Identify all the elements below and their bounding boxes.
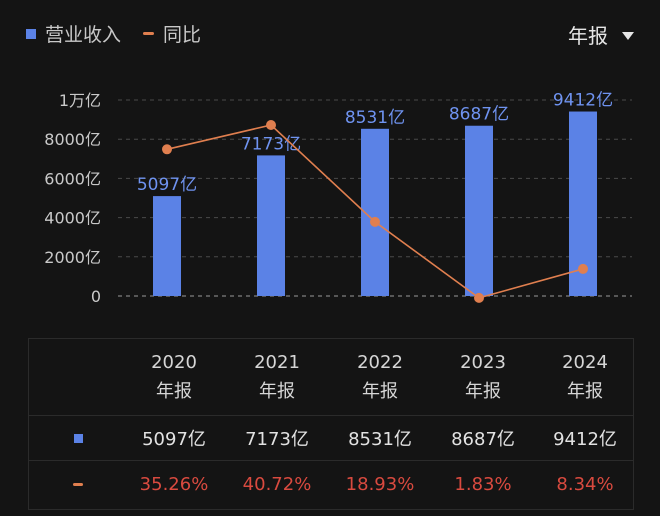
yoy-cell: 40.72% <box>242 473 312 495</box>
revenue-bar <box>257 155 285 296</box>
header-year: 2023 <box>460 352 506 373</box>
table-row-yoy: 35.26% 40.72% 18.93% 1.83% 8.34% <box>29 461 633 507</box>
revenue-indicator-icon <box>73 433 83 443</box>
revenue-bar <box>465 125 493 296</box>
y-tick-label: 1万亿 <box>59 91 101 110</box>
data-table: 2020 年报 2021 年报 2022 年报 2023 年报 2024 年报 5097亿… <box>28 338 634 510</box>
y-tick-label: 6000亿 <box>44 169 101 188</box>
period-selector-label: 年报 <box>568 24 608 48</box>
table-header-cell: 2024 年报 <box>533 339 637 415</box>
y-tick-label: 8000亿 <box>44 130 101 149</box>
legend-item-yoy[interactable]: 同比 <box>143 20 201 47</box>
yoy-row-indicator <box>29 461 127 507</box>
chart-legend: 营业收入 同比 <box>26 20 201 47</box>
revenue-cell: 8531亿 <box>348 429 412 450</box>
caret-down-icon <box>622 31 634 40</box>
yoy-swatch-icon <box>143 32 155 35</box>
bar-value-label: 5097亿 <box>137 175 197 195</box>
header-year: 2022 <box>357 352 403 373</box>
revenue-bar <box>153 196 181 296</box>
yoy-indicator-icon <box>73 482 83 486</box>
table-header-row: 2020 年报 2021 年报 2022 年报 2023 年报 2024 年报 <box>29 339 633 416</box>
yoy-point <box>578 263 588 274</box>
y-tick-label: 0 <box>91 287 101 306</box>
yoy-cell: 18.93% <box>345 473 415 495</box>
legend-revenue-label: 营业收入 <box>45 24 122 46</box>
table-header-cell: 2022 年报 <box>328 339 432 415</box>
header-kind: 年报 <box>362 381 398 402</box>
header-kind: 年报 <box>567 381 603 402</box>
legend-item-revenue[interactable]: 营业收入 <box>26 20 121 47</box>
header-kind: 年报 <box>259 381 295 402</box>
revenue-cell: 8687亿 <box>451 429 515 450</box>
revenue-cell: 5097亿 <box>142 429 206 450</box>
table-header-cell: 2021 年报 <box>225 339 329 415</box>
yoy-point <box>370 216 380 227</box>
header-kind: 年报 <box>156 381 192 402</box>
table-header-cell: 2023 年报 <box>431 339 535 415</box>
header-year: 2021 <box>254 352 300 373</box>
revenue-cell: 7173亿 <box>245 429 309 450</box>
bar-value-label: 8531亿 <box>345 108 405 128</box>
table-row-revenue: 5097亿 7173亿 8531亿 8687亿 9412亿 <box>29 416 633 461</box>
yoy-point <box>266 120 276 131</box>
table-corner-cell <box>29 339 127 415</box>
header-year: 2020 <box>151 352 197 373</box>
yoy-point <box>474 292 484 303</box>
header-year: 2024 <box>562 352 608 373</box>
revenue-swatch-icon <box>26 28 36 39</box>
header-kind: 年报 <box>465 381 501 402</box>
y-tick-label: 2000亿 <box>44 248 101 267</box>
table-header-cell: 2020 年报 <box>122 339 226 415</box>
bar-value-label: 8687亿 <box>449 105 509 125</box>
yoy-cell: 8.34% <box>556 473 614 495</box>
revenue-cell: 9412亿 <box>553 429 617 450</box>
yoy-cell: 35.26% <box>139 473 209 495</box>
legend-yoy-label: 同比 <box>163 24 202 46</box>
yoy-point <box>162 144 172 155</box>
period-selector[interactable]: 年报 <box>568 20 634 49</box>
y-tick-label: 4000亿 <box>44 209 101 228</box>
bar-value-label: 9412亿 <box>553 91 613 111</box>
yoy-cell: 1.83% <box>454 473 512 495</box>
revenue-row-indicator <box>29 416 127 460</box>
